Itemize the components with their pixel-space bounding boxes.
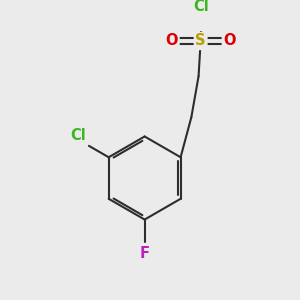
Text: S: S: [195, 33, 206, 48]
Text: Cl: Cl: [193, 0, 208, 14]
Text: O: O: [223, 33, 236, 48]
Text: F: F: [140, 246, 150, 261]
Text: O: O: [166, 33, 178, 48]
Text: Cl: Cl: [70, 128, 86, 143]
